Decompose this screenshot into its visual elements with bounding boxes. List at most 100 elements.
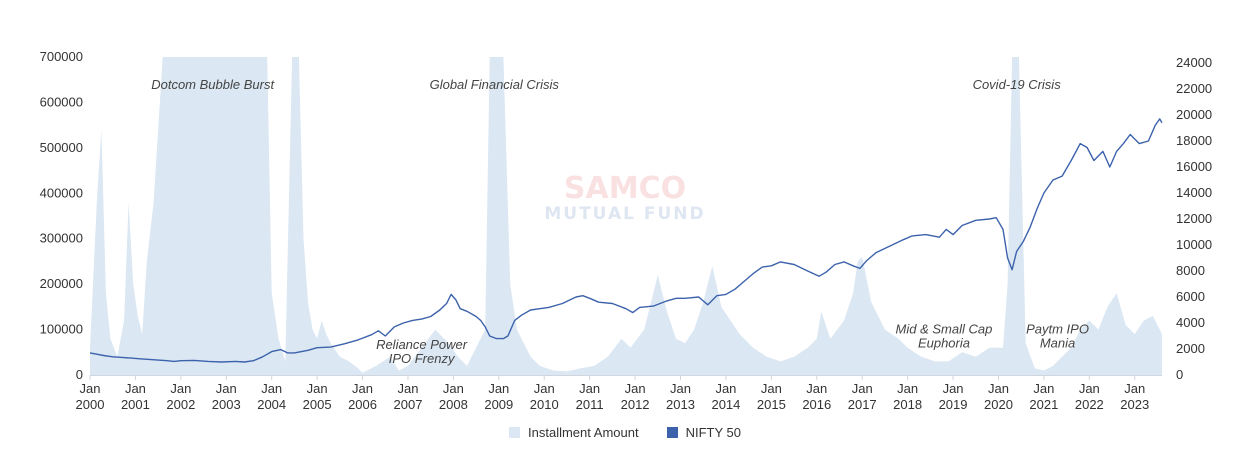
y-right-tick-5: 10000 xyxy=(1176,237,1212,252)
y-left-tick-0: 0 xyxy=(76,367,83,382)
x-tick-month-23: Jan xyxy=(1124,381,1145,396)
annotation-0-line-0: Dotcom Bubble Burst xyxy=(151,77,275,92)
x-tick-year-23: 2023 xyxy=(1120,397,1149,412)
x-tick-year-16: 2016 xyxy=(802,397,831,412)
annotation-5-line-0: Paytm IPO xyxy=(1026,321,1089,336)
y-right-tick-10: 20000 xyxy=(1176,107,1212,122)
legend-label-nifty: NIFTY 50 xyxy=(685,425,741,440)
x-tick-year-22: 2022 xyxy=(1075,397,1104,412)
x-tick-month-3: Jan xyxy=(216,381,237,396)
legend-item-nifty[interactable]: NIFTY 50 xyxy=(666,425,741,440)
x-tick-year-10: 2010 xyxy=(530,397,559,412)
legend-item-installment[interactable]: Installment Amount xyxy=(509,425,639,440)
nifty-line-layer xyxy=(89,118,1163,363)
y-left-tick-3: 300000 xyxy=(40,231,83,246)
x-tick-year-2: 2002 xyxy=(166,397,195,412)
x-tick-month-0: Jan xyxy=(80,381,101,396)
x-tick-year-21: 2021 xyxy=(1029,397,1058,412)
x-tick-month-12: Jan xyxy=(625,381,646,396)
x-tick-year-19: 2019 xyxy=(939,397,968,412)
y-right-tick-8: 16000 xyxy=(1176,159,1212,174)
x-tick-year-12: 2012 xyxy=(621,397,650,412)
x-tick-month-21: Jan xyxy=(1033,381,1054,396)
x-tick-year-5: 2005 xyxy=(303,397,332,412)
y-left-tick-7: 700000 xyxy=(40,49,83,64)
x-tick-month-18: Jan xyxy=(897,381,918,396)
x-tick-year-1: 2001 xyxy=(121,397,150,412)
x-tick-month-17: Jan xyxy=(852,381,873,396)
x-tick-month-14: Jan xyxy=(715,381,736,396)
y-right-tick-6: 12000 xyxy=(1176,211,1212,226)
x-tick-year-3: 2003 xyxy=(212,397,241,412)
y-right-tick-3: 6000 xyxy=(1176,289,1205,304)
axes: 0100000200000300000400000500000600000700… xyxy=(40,49,1213,412)
legend: Installment Amount NIFTY 50 xyxy=(0,425,1250,440)
x-tick-year-7: 2007 xyxy=(394,397,423,412)
legend-label-installment: Installment Amount xyxy=(528,425,639,440)
x-tick-year-4: 2004 xyxy=(257,397,286,412)
x-tick-year-18: 2018 xyxy=(893,397,922,412)
annotation-3-line-1: IPO Frenzy xyxy=(389,351,456,366)
y-right-tick-12: 24000 xyxy=(1176,55,1212,70)
y-right-tick-4: 8000 xyxy=(1176,263,1205,278)
nifty-line xyxy=(89,118,1163,363)
annotation-4-line-1: Euphoria xyxy=(918,335,970,350)
x-tick-month-7: Jan xyxy=(397,381,418,396)
annotation-3: Reliance Power IPO Frenzy xyxy=(376,337,468,366)
annotation-2-line-0: Covid-19 Crisis xyxy=(973,77,1062,92)
y-left-tick-5: 500000 xyxy=(40,140,83,155)
watermark-subtitle: MUTUAL FUND xyxy=(544,204,705,224)
x-tick-month-6: Jan xyxy=(352,381,373,396)
y-left-tick-1: 100000 xyxy=(40,322,83,337)
x-tick-year-11: 2011 xyxy=(576,397,604,412)
x-tick-month-5: Jan xyxy=(307,381,328,396)
installment-area-layer xyxy=(90,57,1162,375)
x-tick-year-20: 2020 xyxy=(984,397,1013,412)
annotation-4: Mid & Small Cap Euphoria xyxy=(896,321,993,350)
watermark: SAMCO MUTUAL FUND xyxy=(544,171,705,224)
x-tick-year-6: 2006 xyxy=(348,397,377,412)
chart: SAMCO MUTUAL FUND 0100000200000300000400… xyxy=(40,49,1213,412)
x-tick-month-8: Jan xyxy=(443,381,464,396)
annotation-2: Covid-19 Crisis xyxy=(973,77,1062,92)
x-tick-month-1: Jan xyxy=(125,381,146,396)
x-tick-month-10: Jan xyxy=(534,381,555,396)
x-tick-month-13: Jan xyxy=(670,381,691,396)
x-tick-year-14: 2014 xyxy=(711,397,740,412)
x-tick-year-13: 2013 xyxy=(666,397,695,412)
annotation-1: Global Financial Crisis xyxy=(430,77,560,92)
x-tick-year-0: 2000 xyxy=(76,397,105,412)
x-tick-year-9: 2009 xyxy=(484,397,513,412)
x-tick-month-4: Jan xyxy=(261,381,282,396)
x-tick-year-17: 2017 xyxy=(848,397,877,412)
y-right-tick-2: 4000 xyxy=(1176,315,1205,330)
annotation-5: Paytm IPO Mania xyxy=(1026,321,1089,350)
x-tick-month-19: Jan xyxy=(943,381,964,396)
annotation-0: Dotcom Bubble Burst xyxy=(151,77,275,92)
y-right-tick-1: 2000 xyxy=(1176,341,1205,356)
legend-swatch-nifty xyxy=(666,427,678,438)
y-left-tick-6: 600000 xyxy=(40,94,83,109)
x-tick-month-15: Jan xyxy=(761,381,782,396)
y-right-tick-0: 0 xyxy=(1176,367,1183,382)
x-tick-year-15: 2015 xyxy=(757,397,786,412)
y-right-tick-11: 22000 xyxy=(1176,81,1212,96)
x-tick-month-11: Jan xyxy=(579,381,600,396)
watermark-logo: SAMCO xyxy=(564,171,686,206)
x-tick-year-8: 2008 xyxy=(439,397,468,412)
annotation-1-line-0: Global Financial Crisis xyxy=(430,77,560,92)
y-right-tick-7: 14000 xyxy=(1176,185,1212,200)
installment-area xyxy=(90,57,1162,375)
y-left-tick-4: 400000 xyxy=(40,185,83,200)
x-tick-month-16: Jan xyxy=(806,381,827,396)
y-right-tick-9: 18000 xyxy=(1176,133,1212,148)
x-tick-month-2: Jan xyxy=(170,381,191,396)
annotation-3-line-0: Reliance Power xyxy=(376,337,468,352)
annotations: Dotcom Bubble Burst Global Financial Cris… xyxy=(151,77,1089,366)
annotation-5-line-1: Mania xyxy=(1040,335,1075,350)
x-tick-month-20: Jan xyxy=(988,381,1009,396)
annotation-4-line-0: Mid & Small Cap xyxy=(896,321,993,336)
y-left-tick-2: 200000 xyxy=(40,276,83,291)
legend-swatch-installment xyxy=(509,427,521,438)
x-tick-month-22: Jan xyxy=(1079,381,1100,396)
